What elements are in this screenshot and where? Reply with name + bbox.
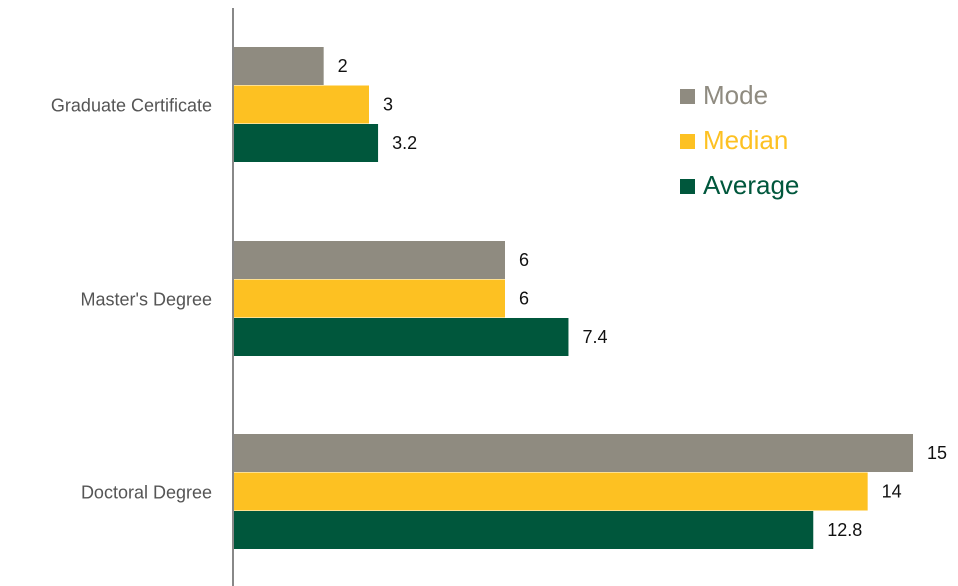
bar (234, 318, 569, 356)
bar (234, 241, 505, 279)
legend-label: Median (703, 125, 788, 155)
bar (234, 434, 913, 472)
data-label: 14 (882, 482, 902, 502)
bar (234, 279, 505, 318)
data-label: 15 (927, 443, 947, 463)
data-label: 3 (383, 95, 393, 115)
bar (234, 124, 379, 162)
data-label: 6 (519, 289, 529, 309)
bar (234, 511, 814, 549)
legend-label: Mode (703, 80, 768, 110)
data-label: 7.4 (582, 327, 607, 347)
legend-swatch (680, 89, 695, 104)
legend-swatch (680, 134, 695, 149)
data-label: 2 (338, 56, 348, 76)
data-label: 12.8 (827, 520, 862, 540)
data-label: 6 (519, 250, 529, 270)
legend-label: Average (703, 170, 799, 200)
data-label: 3.2 (392, 133, 417, 153)
legend-swatch (680, 179, 695, 194)
y-tick-label: Master's Degree (81, 290, 212, 310)
y-tick-label: Doctoral Degree (81, 483, 212, 503)
bar (234, 85, 369, 124)
bar (234, 472, 868, 511)
y-tick-label: Graduate Certificate (51, 96, 212, 116)
bar (234, 47, 324, 85)
